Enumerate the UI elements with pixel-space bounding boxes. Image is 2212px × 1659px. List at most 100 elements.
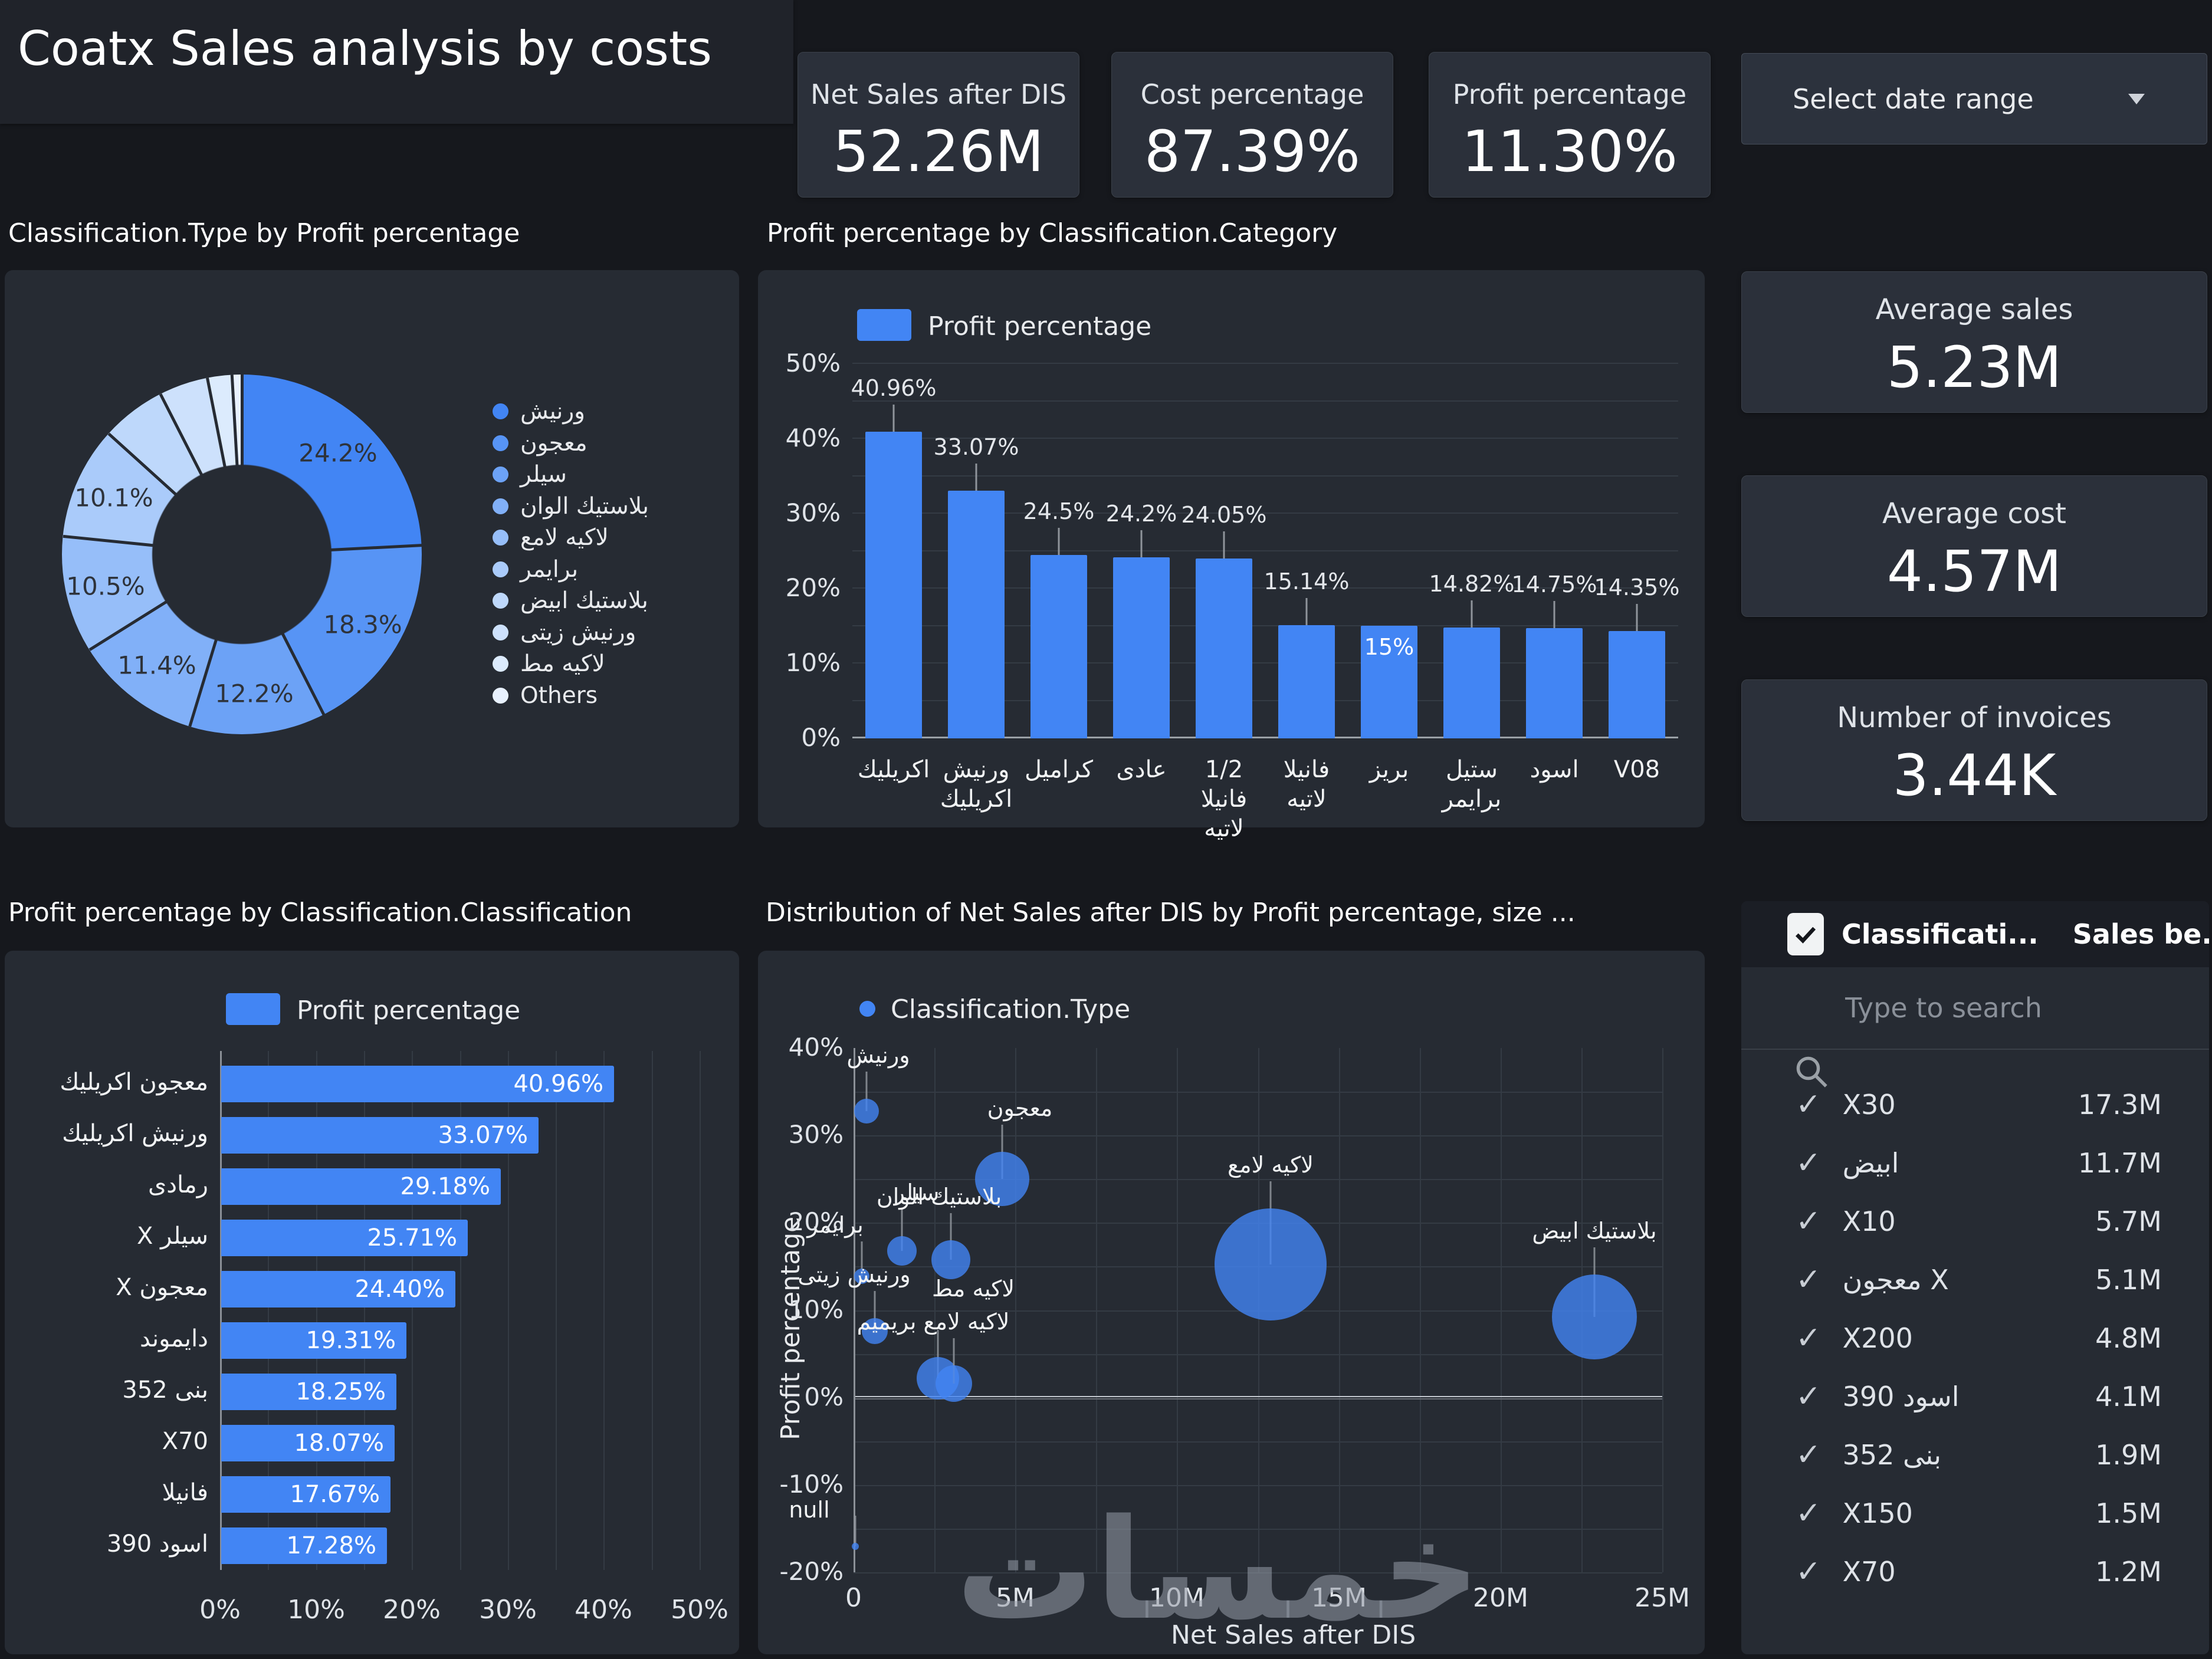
- hbar-2[interactable]: 29.18%: [221, 1168, 501, 1205]
- hbar-9[interactable]: 17.28%: [221, 1527, 387, 1564]
- bar-1[interactable]: [948, 491, 1005, 738]
- bubble-3[interactable]: [931, 1240, 970, 1279]
- hbar-5[interactable]: 19.31%: [221, 1322, 406, 1359]
- bar-category-label: كراميل: [1024, 756, 1094, 783]
- legend-label: بلاستيك الوان: [520, 492, 649, 520]
- x-tick: 40%: [575, 1595, 632, 1625]
- bar-2[interactable]: [1030, 555, 1087, 738]
- bubble-8[interactable]: [1215, 1208, 1327, 1320]
- bubble-2[interactable]: [887, 1236, 917, 1266]
- legend-dot[interactable]: [859, 1001, 875, 1017]
- bubble-9[interactable]: [1552, 1274, 1637, 1359]
- filter-row-3[interactable]: ✓ معجون X 5.1M: [1741, 1250, 2209, 1309]
- bubble-0[interactable]: [854, 1099, 879, 1123]
- hbar-6[interactable]: 18.25%: [221, 1374, 396, 1410]
- date-range-select[interactable]: Select date range: [1741, 53, 2207, 144]
- hbar-value-label: 33.07%: [438, 1122, 528, 1149]
- legend-item-5[interactable]: برايمر: [493, 555, 578, 583]
- legend-item-8[interactable]: لاكيه مط: [493, 649, 605, 678]
- filter-row-5[interactable]: ✓ 390 اسود 4.1M: [1741, 1367, 2209, 1425]
- bubble-1[interactable]: [975, 1152, 1029, 1206]
- label-leader-line: [975, 464, 977, 491]
- legend-item-9[interactable]: Others: [493, 681, 598, 709]
- legend-item-0[interactable]: ورنيش: [493, 397, 585, 425]
- select-all-checkbox[interactable]: [1787, 913, 1824, 955]
- legend-swatch[interactable]: [857, 309, 911, 341]
- legend-item-2[interactable]: سيلر: [493, 460, 567, 488]
- x-tick: 20%: [383, 1595, 441, 1625]
- kpi-label: Number of invoices: [1837, 701, 2112, 734]
- gridline: [603, 1051, 605, 1570]
- search-input[interactable]: [1844, 991, 2139, 1024]
- bar-0[interactable]: [865, 432, 922, 738]
- filter-row-8[interactable]: ✓ X70 1.2M: [1741, 1542, 2209, 1601]
- kpi-label: Profit percentage: [1452, 78, 1687, 110]
- legend-item-6[interactable]: بلاستيك ابيض: [493, 586, 648, 615]
- filter-row-label: X200: [1842, 1322, 1913, 1354]
- legend-swatch[interactable]: [226, 993, 280, 1025]
- gridline: [852, 438, 1678, 439]
- donut-section-title: Classification.Type by Profit percentage: [8, 218, 520, 248]
- label-leader-line: [1223, 531, 1225, 559]
- bar-6[interactable]: [1361, 626, 1417, 738]
- category-bar-panel: Profit percentage 40.96% 33.07% 24.5% 24.2%…: [758, 270, 1705, 842]
- label-leader-line: [1140, 530, 1143, 557]
- check-icon: ✓: [1796, 1320, 1822, 1356]
- bar-category-label: V08: [1613, 756, 1660, 783]
- filter-col-sales[interactable]: Sales be...: [2072, 918, 2209, 950]
- hbar-category-label: رمادى: [147, 1171, 208, 1198]
- filter-row-6[interactable]: ✓ 352 بنى 1.9M: [1741, 1425, 2209, 1484]
- filter-row-1[interactable]: ✓ ابيض 11.7M: [1741, 1134, 2209, 1192]
- gridline: [651, 1051, 653, 1570]
- kpi-card-average-cost: Average cost 4.57M: [1741, 475, 2207, 617]
- legend-item-1[interactable]: معجون: [493, 429, 588, 457]
- donut-chart[interactable]: 24.2% 18.3% 12.2% 11.4% 10.5% 10.1%: [62, 374, 422, 734]
- gridline: [316, 1051, 317, 1570]
- hbar-3[interactable]: 25.71%: [221, 1220, 468, 1256]
- bar-9[interactable]: [1609, 631, 1665, 738]
- hbar-0[interactable]: 40.96%: [221, 1066, 614, 1102]
- bubble-4[interactable]: [854, 1269, 869, 1284]
- filter-row-0[interactable]: ✓ X30 17.3M: [1741, 1075, 2209, 1134]
- legend-dot: [493, 403, 508, 419]
- bar-3[interactable]: [1113, 557, 1170, 738]
- bar-8[interactable]: [1526, 628, 1583, 738]
- y-tick: 10%: [785, 648, 841, 677]
- kpi-card-profit-percentage: Profit percentage 11.30%: [1429, 52, 1711, 198]
- legend-item-7[interactable]: ورنيش زيتى: [493, 618, 636, 646]
- bubble-5[interactable]: [862, 1318, 888, 1344]
- filter-row-2[interactable]: ✓ X10 5.7M: [1741, 1192, 2209, 1250]
- label-leader-line: [1305, 598, 1308, 625]
- bar-7[interactable]: [1443, 628, 1500, 738]
- bar-4[interactable]: [1196, 559, 1252, 738]
- hbar-4[interactable]: 24.40%: [221, 1271, 455, 1308]
- legend-label: بلاستيك ابيض: [520, 587, 648, 614]
- x-tick: 10M: [1149, 1583, 1205, 1613]
- point-label: لاكيه لامع: [1228, 1152, 1314, 1178]
- gridline: [852, 662, 1678, 663]
- legend-label: برايمر: [520, 556, 579, 583]
- y-axis-line: [854, 1048, 855, 1572]
- bubble-10[interactable]: [852, 1543, 859, 1550]
- filter-row-4[interactable]: ✓ X200 4.8M: [1741, 1309, 2209, 1367]
- legend-item-4[interactable]: لاكيه لامع: [493, 523, 609, 551]
- bubble-7[interactable]: [936, 1365, 972, 1402]
- filter-row-value: 5.1M: [2095, 1263, 2162, 1296]
- legend-label: ورنيش: [520, 397, 586, 425]
- zero-line: [854, 1396, 1662, 1397]
- label-leader-line: [892, 405, 895, 432]
- hbar-1[interactable]: 33.07%: [221, 1117, 539, 1154]
- point-label: ورنيش زيتى: [797, 1262, 911, 1287]
- bar-value-label: 24.2%: [1105, 501, 1177, 527]
- bar-5[interactable]: [1278, 625, 1335, 738]
- kpi-card-number-of-invoices: Number of invoices 3.44K: [1741, 679, 2207, 821]
- caret-down-icon: [2128, 93, 2145, 104]
- filter-col-classification[interactable]: Classificati...: [1842, 918, 2039, 950]
- hbar-8[interactable]: 17.67%: [221, 1476, 390, 1513]
- filter-row-7[interactable]: ✓ X150 1.5M: [1741, 1484, 2209, 1542]
- hbar-7[interactable]: 18.07%: [221, 1425, 395, 1461]
- x-tick: 50%: [671, 1595, 728, 1625]
- bar-category-label: 1/2 فانيلا لاتيه: [1200, 756, 1248, 842]
- legend-item-3[interactable]: بلاستيك الوان: [493, 492, 649, 520]
- label-leader-line: [1471, 600, 1473, 628]
